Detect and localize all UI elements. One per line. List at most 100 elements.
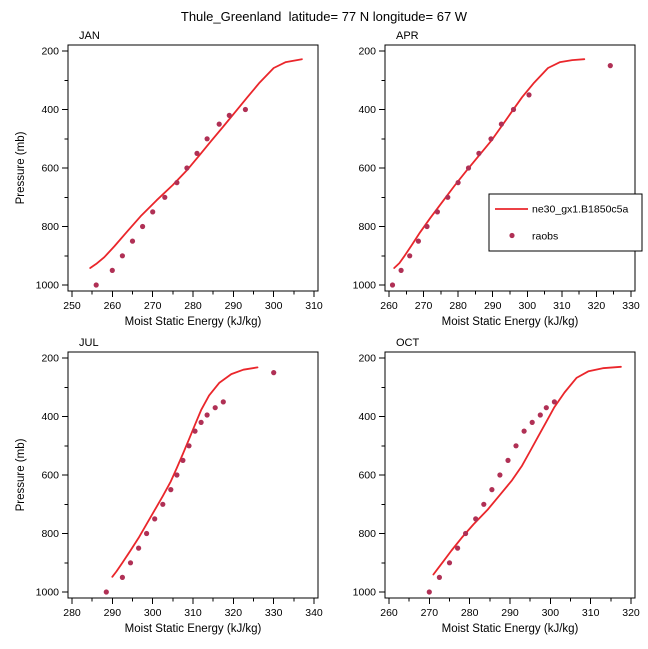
raobs-dot <box>389 282 396 288</box>
model-profile-line <box>432 365 622 576</box>
y-tick-label: 800 <box>41 528 59 540</box>
raobs-dot <box>473 516 479 522</box>
raobs-dot <box>242 106 248 113</box>
raobs-dot <box>465 165 472 171</box>
raobs-dots <box>426 399 558 595</box>
model-profile-line <box>89 58 303 269</box>
raobs-dot <box>174 472 180 478</box>
raobs-dot <box>136 545 142 551</box>
raobs-dot <box>481 501 487 507</box>
raobs-dot <box>505 457 511 463</box>
raobs-dot <box>216 121 222 127</box>
y-tick-label: 1000 <box>36 587 60 599</box>
raobs-dot <box>204 412 210 418</box>
raobs-dot <box>119 253 125 259</box>
x-tick-label: 280 <box>461 607 479 619</box>
axis-ticks <box>379 50 632 297</box>
x-tick-label: 270 <box>144 300 162 312</box>
figure-title: Thule_Greenland latitude= 77 N longitude… <box>180 9 468 24</box>
raobs-dot <box>489 487 495 493</box>
raobs-dot <box>271 370 277 376</box>
x-tick-label: 310 <box>184 607 202 619</box>
raobs-dot <box>212 405 218 411</box>
model-profile-line <box>111 366 259 578</box>
x-tick-label: 300 <box>144 607 162 619</box>
raobs-dot <box>526 92 532 98</box>
raobs-dot <box>445 194 451 200</box>
y-tick-label: 800 <box>358 528 376 540</box>
x-axis-title: Moist Static Energy (kJ/kg) <box>442 623 579 635</box>
x-tick-label: 300 <box>265 300 283 312</box>
raobs-dot <box>488 136 494 142</box>
x-tick-label: 320 <box>622 607 640 619</box>
y-tick-label: 800 <box>41 221 59 233</box>
raobs-dot <box>162 194 168 200</box>
panel-month-label: APR <box>396 30 419 42</box>
y-tick-label: 600 <box>358 470 376 482</box>
raobs-dot <box>434 209 440 215</box>
x-axis-title: Moist Static Energy (kJ/kg) <box>442 316 579 328</box>
y-tick-label: 1000 <box>36 280 60 292</box>
x-tick-label: 280 <box>449 300 467 312</box>
raobs-dot <box>521 428 527 434</box>
raobs-dot <box>529 419 535 425</box>
x-axis-title: Moist Static Energy (kJ/kg) <box>125 316 262 328</box>
x-tick-label: 280 <box>184 300 202 312</box>
x-tick-label: 290 <box>501 607 519 619</box>
raobs-dot <box>140 223 146 230</box>
panel-month-label: JUL <box>79 337 99 349</box>
x-tick-label: 340 <box>305 607 323 619</box>
raobs-dot <box>436 574 442 581</box>
raobs-dot <box>513 443 519 449</box>
raobs-dot <box>109 267 115 273</box>
raobs-dot <box>424 223 430 230</box>
x-tick-label: 270 <box>415 300 433 312</box>
y-tick-label: 200 <box>41 46 59 58</box>
y-tick-label: 400 <box>358 411 376 423</box>
x-tick-label: 300 <box>519 300 537 312</box>
raobs-dot <box>119 574 125 581</box>
raobs-dots <box>93 106 248 288</box>
raobs-dot <box>160 501 166 507</box>
raobs-dot <box>426 589 432 595</box>
raobs-dot <box>455 180 461 186</box>
legend-box <box>488 193 643 252</box>
x-tick-label: 260 <box>380 607 398 619</box>
raobs-dot <box>103 589 109 595</box>
y-tick-label: 200 <box>41 353 59 365</box>
raobs-dot <box>497 472 503 478</box>
x-axis-title: Moist Static Energy (kJ/kg) <box>125 623 262 635</box>
raobs-dot <box>551 399 558 405</box>
raobs-dot <box>607 63 613 69</box>
x-tick-label: 270 <box>421 607 439 619</box>
raobs-dot <box>455 545 461 551</box>
raobs-dot <box>407 253 413 259</box>
legend-label-raobs: raobs <box>532 231 558 243</box>
x-tick-label: 310 <box>305 300 323 312</box>
y-tick-label: 400 <box>358 104 376 116</box>
legend-label-model: ne30_gx1.B1850c5a <box>532 204 628 216</box>
x-tick-label: 290 <box>104 607 122 619</box>
raobs-dot <box>93 282 99 288</box>
raobs-dot <box>174 180 180 186</box>
raobs-dot <box>463 530 469 537</box>
raobs-dot <box>226 112 232 118</box>
panel-jul: 280 290 300 310 320 330 340 200 400 600 800 1000 JUL… <box>15 337 323 635</box>
x-tick-label: 260 <box>104 300 122 312</box>
raobs-dot <box>398 267 404 273</box>
plot-frame <box>67 44 319 292</box>
x-tick-label: 330 <box>265 607 283 619</box>
raobs-dot <box>194 150 200 156</box>
axis-ticks <box>379 357 632 604</box>
plot-frame <box>384 351 636 599</box>
axis-ticks <box>62 50 315 297</box>
raobs-dot <box>127 560 134 566</box>
panel-month-label: JAN <box>79 30 100 42</box>
panel-oct: 260 270 280 290 300 310 320 200 400 600 800 1000 OCT… <box>353 337 640 635</box>
plot-frame <box>67 351 319 599</box>
raobs-dot <box>510 106 517 113</box>
y-tick-label: 400 <box>41 104 59 116</box>
x-tick-label: 320 <box>588 300 606 312</box>
